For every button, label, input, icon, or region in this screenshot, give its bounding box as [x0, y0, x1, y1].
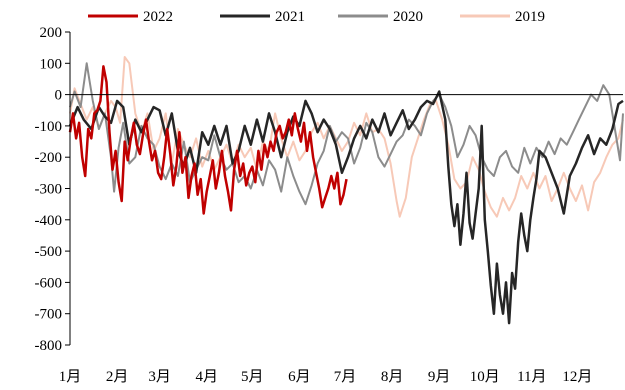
series-line-2022 — [68, 65, 348, 215]
plot-area — [68, 56, 624, 325]
legend-label-2021: 2021 — [275, 9, 305, 25]
y-tick-label: 100 — [40, 56, 63, 72]
x-tick-label: 3月 — [148, 369, 171, 385]
y-tick-label: -100 — [35, 119, 63, 135]
y-tick-label: -300 — [35, 182, 63, 198]
axes: 200 100 0 -100 -200 -300 -400 -500 -600 -700 -800 1… — [35, 25, 623, 385]
y-tick-label: -400 — [35, 213, 63, 229]
y-tick-label: -200 — [35, 150, 63, 166]
x-tick-label: 1月 — [59, 369, 82, 385]
x-tick-label: 7月 — [334, 369, 357, 385]
y-tick-label: -800 — [35, 338, 63, 354]
x-tick-label: 2月 — [106, 369, 129, 385]
y-tick-label: -700 — [35, 307, 63, 323]
series-line-2021 — [68, 90, 624, 325]
x-tick-label: 8月 — [381, 369, 404, 385]
legend-label-2020: 2020 — [393, 9, 423, 25]
y-tick-label: -500 — [35, 244, 63, 260]
x-tick-label: 6月 — [288, 369, 311, 385]
x-tick-label: 9月 — [428, 369, 451, 385]
y-tick-label: 0 — [55, 88, 63, 104]
y-tick-label: 200 — [40, 25, 63, 41]
x-tick-label: 4月 — [195, 369, 218, 385]
legend-label-2022: 2022 — [143, 9, 173, 25]
legend-label-2019: 2019 — [515, 9, 545, 25]
legend: 2022 2021 2020 2019 — [88, 9, 545, 25]
y-tick-label: -600 — [35, 275, 63, 291]
x-tick-label: 12月 — [562, 369, 592, 385]
x-tick-label: 5月 — [241, 369, 264, 385]
x-tick-label: 10月 — [470, 369, 500, 385]
series-line-2019 — [69, 56, 624, 218]
x-tick-label: 11月 — [517, 369, 546, 385]
